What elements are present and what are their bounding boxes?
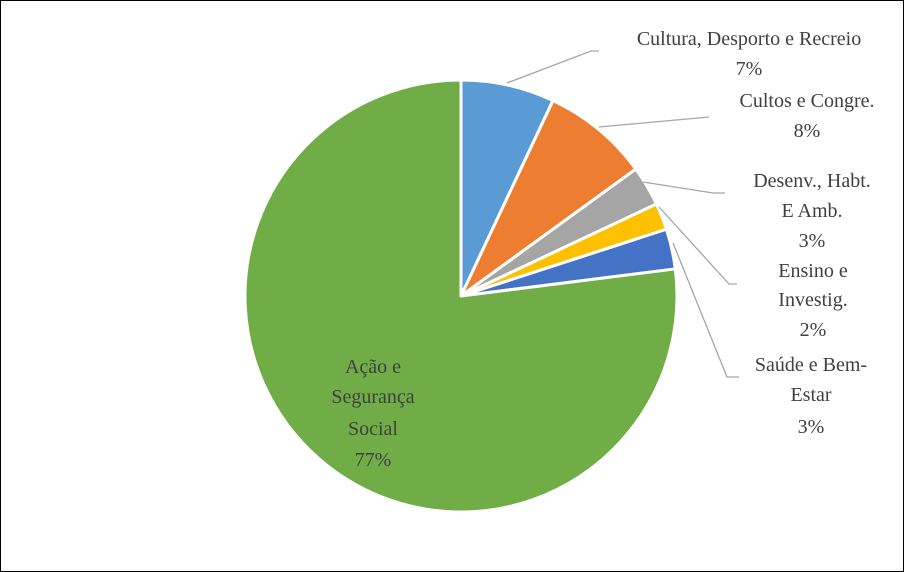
pie-slice-a-o-e-seguran-a-social [243, 78, 679, 514]
data-label-percent: 77% [355, 449, 392, 471]
data-label-a-o-e-seguran-a-social: Ação e Segurança Social 77% [331, 356, 414, 471]
data-label-text: Investig. [778, 289, 847, 311]
leader-line-0 [506, 50, 599, 84]
data-label-text: Cultos e Congre. [740, 90, 875, 112]
data-label-percent: 2% [800, 319, 827, 341]
leader-line-4 [672, 242, 739, 378]
data-label-text: E Amb. [781, 200, 842, 222]
data-label-text: Ação e [345, 356, 401, 378]
data-label-cultura-desporto-e-recreio: Cultura, Desporto e Recreio 7% [637, 28, 861, 80]
data-label-percent: 8% [794, 120, 821, 142]
data-label-sa-de-e-bem-estar: Saúde e Bem- Estar 3% [755, 354, 867, 438]
data-label-cultos-e-congre: Cultos e Congre. 8% [740, 90, 875, 142]
leader-line-2 [642, 181, 725, 194]
data-label-percent: 3% [799, 230, 826, 252]
data-label-desenv-habt-e-amb: Desenv., Habt. E Amb. 3% [753, 170, 871, 252]
data-label-text: Saúde e Bem- [755, 354, 867, 376]
data-label-ensino-e-investig: Ensino e Investig. 2% [778, 260, 848, 341]
data-label-text: Segurança [331, 386, 414, 408]
data-label-text: Ensino e [778, 260, 848, 282]
data-label-text: Social [348, 418, 398, 440]
data-label-text: Estar [790, 384, 831, 406]
data-label-text: Desenv., Habt. [753, 170, 871, 192]
data-label-text: Cultura, Desporto e Recreio [637, 28, 861, 50]
leader-line-3 [658, 206, 737, 285]
data-label-percent: 7% [736, 58, 763, 80]
pie-slice-cultos-e-congre [459, 99, 638, 298]
leader-line-1 [598, 116, 710, 128]
data-label-percent: 3% [798, 416, 825, 438]
